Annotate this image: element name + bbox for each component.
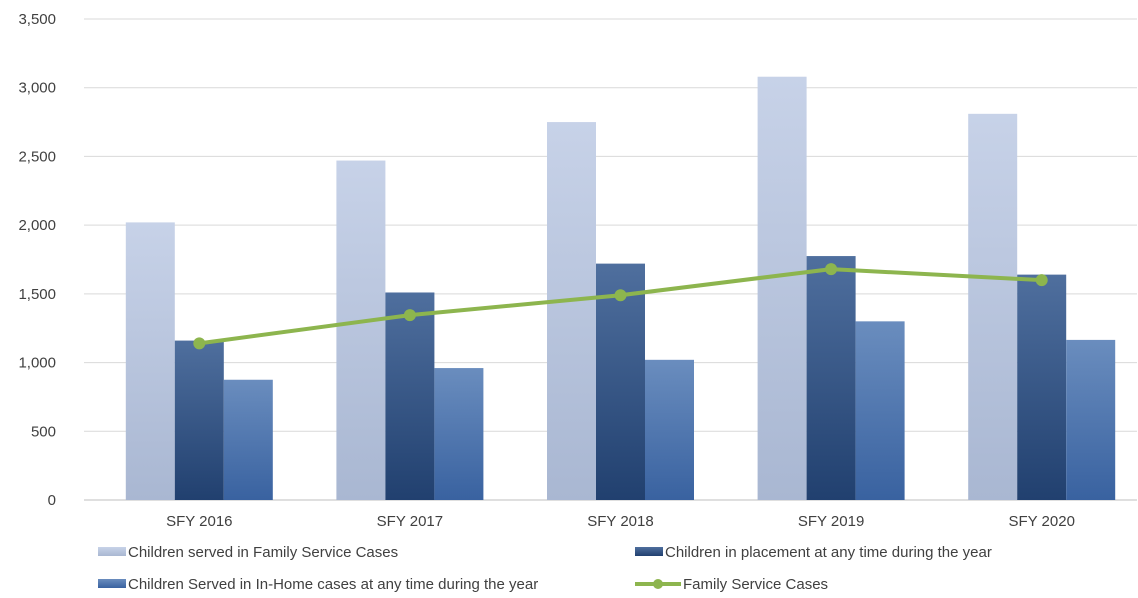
bar-1-sfy-2018: [547, 122, 596, 501]
line-point-sfy-2016: [193, 337, 206, 350]
legend-swatch: [98, 579, 126, 588]
line-series: [193, 263, 1048, 350]
y-tick-label: 1,000: [18, 355, 56, 372]
y-tick-label: 0: [48, 492, 56, 509]
x-tick-label: SFY 2019: [798, 513, 864, 530]
bar-2-sfy-2020: [1017, 274, 1067, 500]
bar-3-sfy-2020: [1066, 339, 1116, 500]
y-tick-label: 3,500: [18, 11, 56, 28]
x-tick-label: SFY 2020: [1008, 513, 1074, 530]
line-point-sfy-2020: [1035, 274, 1048, 287]
y-tick-label: 2,000: [18, 217, 56, 234]
bar-2-sfy-2016: [174, 340, 224, 500]
legend-label: Children in placement at any time during…: [665, 544, 992, 561]
bar-3-sfy-2016: [223, 379, 273, 500]
legend: Children served in Family Service Cases C…: [98, 544, 992, 593]
y-tick-label: 1,500: [18, 286, 56, 303]
x-tick-label: SFY 2018: [587, 513, 653, 530]
x-tick-label: SFY 2016: [166, 513, 232, 530]
bar-1-sfy-2019: [757, 76, 807, 500]
line-point-sfy-2018: [614, 289, 627, 302]
bar-3-sfy-2019: [855, 321, 905, 500]
bar-3-sfy-2018: [645, 359, 694, 500]
legend-label: Children served in Family Service Cases: [128, 544, 398, 561]
y-tick-label: 3,000: [18, 80, 56, 97]
bar-2-sfy-2017: [385, 292, 435, 500]
line-point-sfy-2019: [825, 263, 838, 276]
legend-label: Family Service Cases: [683, 576, 828, 593]
bar-1-sfy-2020: [968, 113, 1018, 500]
bar-1-sfy-2016: [125, 222, 175, 500]
line-point-sfy-2017: [403, 309, 416, 322]
x-tick-label: SFY 2017: [377, 513, 443, 530]
bar-2-sfy-2018: [596, 263, 645, 500]
legend-label: Children Served in In-Home cases at any …: [128, 576, 538, 593]
legend-swatch: [635, 547, 663, 556]
bars: [125, 76, 1116, 501]
y-axis: 0 500 1,000 1,500 2,000 2,500 3,000 3,500: [18, 11, 56, 509]
x-axis: SFY 2016 SFY 2017 SFY 2018 SFY 2019 SFY 2020: [166, 513, 1075, 530]
bar-2-sfy-2019: [806, 256, 856, 500]
bar-1-sfy-2017: [336, 160, 386, 500]
bar-3-sfy-2017: [434, 368, 484, 500]
legend-swatch: [98, 547, 126, 556]
y-tick-label: 2,500: [18, 148, 56, 165]
y-tick-label: 500: [31, 423, 56, 440]
legend-swatch-marker: [653, 579, 663, 589]
